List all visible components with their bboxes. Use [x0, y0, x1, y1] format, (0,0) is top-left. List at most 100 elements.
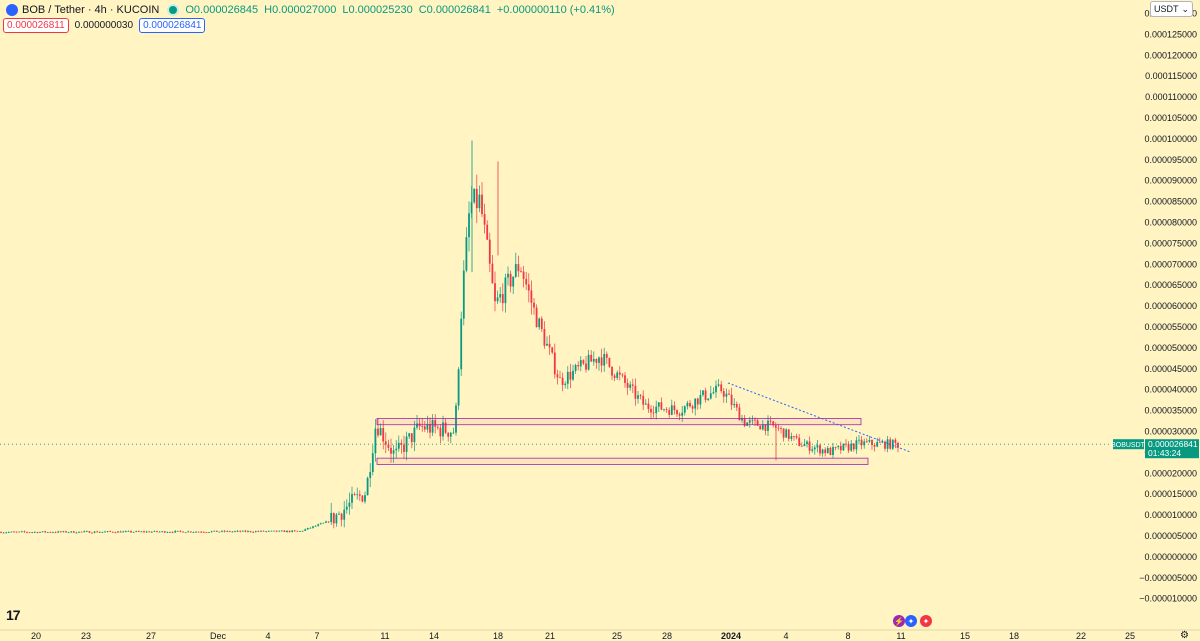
- candle-body: [395, 448, 398, 451]
- candle-body: [114, 532, 117, 534]
- candle-body: [361, 495, 364, 502]
- candle-body: [23, 531, 26, 533]
- candle-body: [829, 447, 832, 456]
- candle-body: [730, 394, 733, 406]
- candle-body: [239, 530, 242, 532]
- candle-body: [348, 502, 351, 507]
- descending-trendline: [727, 382, 911, 453]
- last-price-tag: [1145, 439, 1199, 459]
- candle-body: [10, 531, 13, 533]
- candle-body: [75, 532, 78, 534]
- symbol-title[interactable]: BOB / Tether · 4h · KUCOIN: [22, 4, 160, 16]
- chart-header: BOB / Tether · 4h · KUCOIN O0.000026845 …: [6, 2, 621, 18]
- candle-body: [678, 414, 681, 416]
- candle-body: [457, 369, 460, 406]
- candle-body: [629, 384, 632, 388]
- symbol-logo-icon: [6, 4, 18, 16]
- candle-body: [184, 532, 187, 534]
- candle-body: [605, 354, 608, 358]
- candle-body: [410, 433, 413, 443]
- candle-body: [603, 354, 606, 366]
- candle-body: [403, 444, 405, 452]
- sell-price-button[interactable]: 0.000026811: [3, 18, 69, 33]
- lightning-event-icon[interactable]: ⚡: [893, 615, 905, 627]
- tradingview-logo-icon[interactable]: 17: [6, 607, 21, 623]
- candle-body: [288, 530, 291, 532]
- candle-body: [426, 423, 429, 430]
- candle-body: [546, 343, 548, 346]
- candle-body: [553, 352, 556, 375]
- buy-price-button[interactable]: 0.000026841: [139, 18, 206, 33]
- candle-body: [595, 358, 598, 363]
- candle-body: [894, 439, 897, 443]
- candle-body: [93, 531, 96, 533]
- candle-body: [878, 441, 881, 443]
- candle-body: [119, 531, 122, 533]
- us-flag-event-icon[interactable]: ✦: [920, 615, 932, 627]
- candle-body: [72, 531, 75, 533]
- y-tick-label: 0.000040000: [1144, 385, 1197, 395]
- candle-body: [481, 194, 483, 215]
- candle-body: [842, 443, 845, 451]
- candle-body: [215, 530, 218, 532]
- candle-body: [338, 513, 340, 515]
- candle-body: [254, 531, 257, 533]
- candle-body: [228, 531, 231, 532]
- candle-body: [683, 406, 686, 413]
- candle-body: [384, 441, 387, 445]
- candle-body: [634, 385, 637, 399]
- candle-body: [821, 449, 824, 454]
- x-tick-label: 2024: [721, 631, 741, 641]
- candle-body: [369, 471, 372, 478]
- y-tick-label: 0.000015000: [1144, 489, 1197, 499]
- last-price-symbol: BOBUSDT: [1111, 442, 1146, 449]
- candle-body: [535, 307, 538, 328]
- candle-body: [800, 445, 803, 447]
- candle-body: [31, 532, 34, 533]
- support-resistance-zone: [376, 457, 869, 465]
- candle-body: [811, 449, 814, 451]
- candle-body: [293, 530, 296, 532]
- candle-body: [234, 531, 236, 533]
- candle-body: [104, 531, 106, 533]
- candle-body: [18, 531, 21, 533]
- y-tick-label: −0.000005000: [1139, 573, 1197, 583]
- candle-body: [613, 375, 616, 378]
- candle-body: [67, 532, 70, 534]
- candle-body: [676, 410, 678, 415]
- y-tick-label: 0.000110000: [1145, 92, 1197, 102]
- candle-body: [681, 412, 684, 416]
- candle-body: [447, 432, 450, 437]
- gear-settings-icon[interactable]: ⚙: [1180, 630, 1189, 641]
- candle-body: [379, 428, 382, 436]
- candle-body: [452, 432, 455, 434]
- currency-selector[interactable]: USDT ⌄: [1150, 1, 1193, 17]
- candle-body: [501, 294, 504, 304]
- x-tick-label: 18: [1009, 631, 1019, 641]
- candle-body: [330, 512, 333, 523]
- candle-body: [702, 390, 704, 395]
- bar-countdown: 01:43:24: [1148, 448, 1181, 458]
- candle-body: [57, 531, 60, 533]
- candle-body: [382, 428, 385, 442]
- y-tick-label: 0.000010000: [1144, 510, 1197, 520]
- x-tick-label: 11: [380, 631, 389, 641]
- candle-body: [26, 531, 28, 533]
- candle-body: [852, 443, 855, 450]
- y-tick-label: −0.000010000: [1139, 594, 1197, 604]
- candle-body: [572, 370, 574, 380]
- candle-body: [351, 494, 353, 503]
- candle-body: [631, 384, 634, 386]
- candle-body: [166, 532, 169, 533]
- candle-body: [639, 395, 642, 397]
- candle-body: [478, 194, 481, 209]
- candle-body: [590, 354, 593, 362]
- us-flag-event-icon[interactable]: ✦: [905, 615, 917, 627]
- candle-body: [371, 453, 374, 472]
- candle-body: [845, 443, 847, 445]
- candle-body: [286, 530, 288, 533]
- candle-body: [145, 531, 148, 533]
- candle-body: [486, 224, 489, 240]
- candle-body: [241, 530, 244, 532]
